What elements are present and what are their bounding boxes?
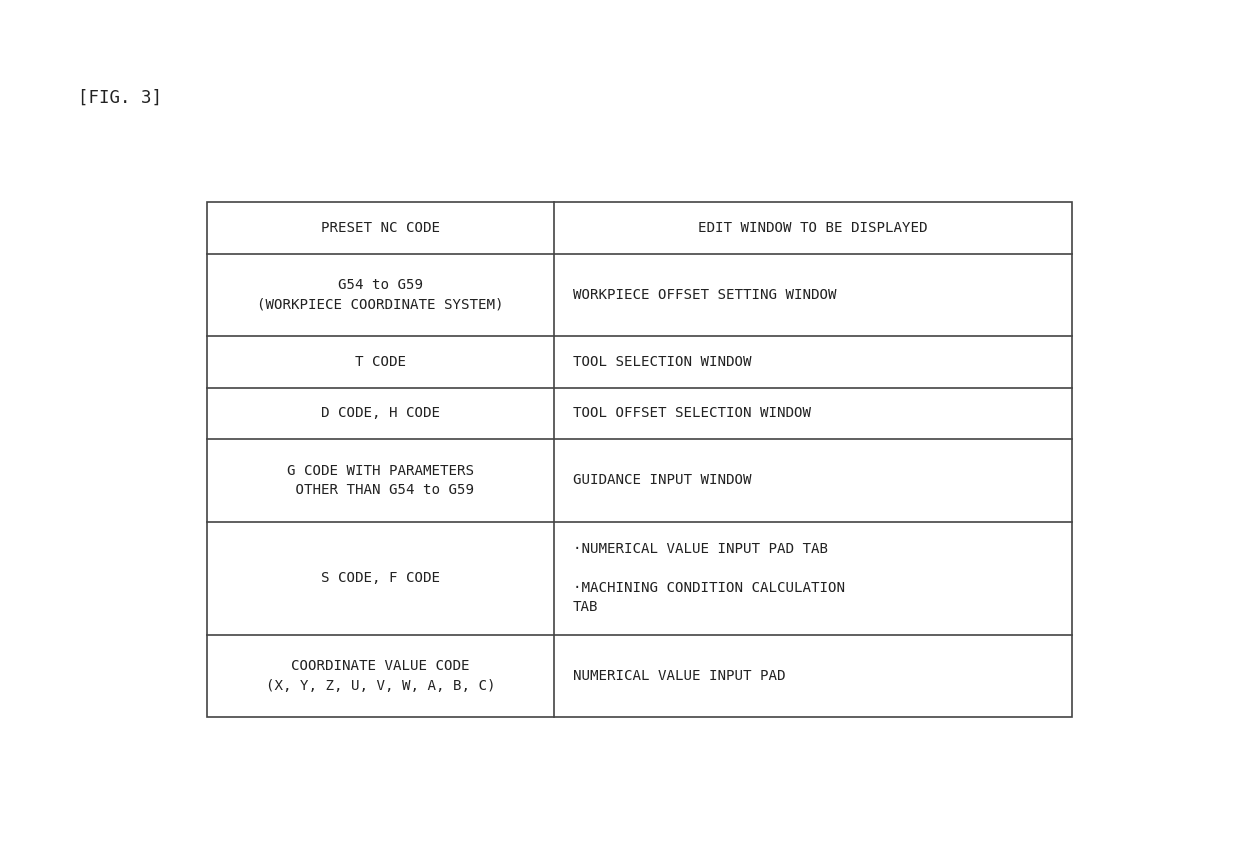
- Text: [FIG. 3]: [FIG. 3]: [78, 89, 162, 107]
- Text: ·NUMERICAL VALUE INPUT PAD TAB

·MACHINING CONDITION CALCULATION
TAB: ·NUMERICAL VALUE INPUT PAD TAB ·MACHININ…: [573, 542, 844, 614]
- Text: WORKPIECE OFFSET SETTING WINDOW: WORKPIECE OFFSET SETTING WINDOW: [573, 288, 837, 302]
- Text: S CODE, F CODE: S CODE, F CODE: [321, 571, 440, 585]
- Text: NUMERICAL VALUE INPUT PAD: NUMERICAL VALUE INPUT PAD: [573, 669, 785, 683]
- Text: D CODE, H CODE: D CODE, H CODE: [321, 406, 440, 420]
- Text: EDIT WINDOW TO BE DISPLAYED: EDIT WINDOW TO BE DISPLAYED: [698, 221, 928, 235]
- Text: TOOL OFFSET SELECTION WINDOW: TOOL OFFSET SELECTION WINDOW: [573, 406, 811, 420]
- Text: G54 to G59
(WORKPIECE COORDINATE SYSTEM): G54 to G59 (WORKPIECE COORDINATE SYSTEM): [257, 278, 503, 312]
- Text: COORDINATE VALUE CODE
(X, Y, Z, U, V, W, A, B, C): COORDINATE VALUE CODE (X, Y, Z, U, V, W,…: [265, 659, 495, 693]
- Text: GUIDANCE INPUT WINDOW: GUIDANCE INPUT WINDOW: [573, 474, 751, 487]
- Bar: [207, 202, 1071, 717]
- Text: G CODE WITH PARAMETERS
 OTHER THAN G54 to G59: G CODE WITH PARAMETERS OTHER THAN G54 to…: [286, 464, 474, 497]
- Text: TOOL SELECTION WINDOW: TOOL SELECTION WINDOW: [573, 355, 751, 369]
- Text: PRESET NC CODE: PRESET NC CODE: [321, 221, 440, 235]
- Text: T CODE: T CODE: [355, 355, 405, 369]
